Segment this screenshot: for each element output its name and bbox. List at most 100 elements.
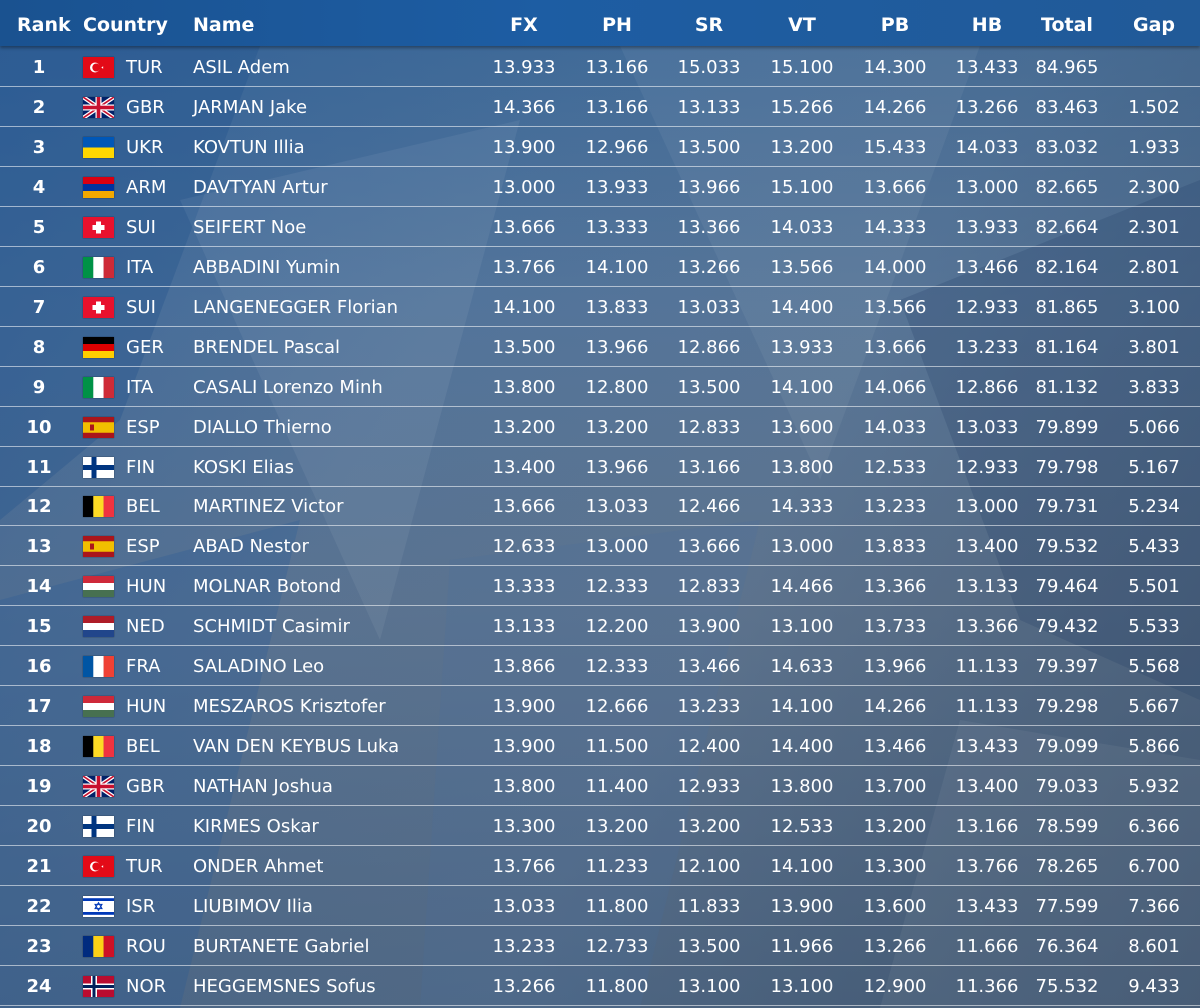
table-row[interactable]: 22 ISR LIUBIMOV Ilia 13.033 11.800 11.833 13.9… [0, 886, 1200, 926]
table-row[interactable]: 2 GBR JARMAN Jake 14.366 13.166 13.133 15.266 1… [0, 87, 1200, 127]
sr-score: 12.833 [677, 416, 741, 438]
vt-score: 14.033 [770, 216, 834, 238]
header-sr[interactable]: SR [694, 14, 724, 36]
ph-score: 12.333 [585, 656, 649, 678]
rank-cell: 20 [26, 816, 52, 838]
fx-score: 13.900 [492, 736, 556, 758]
rank-cell: 11 [26, 456, 52, 478]
country-code: TUR [126, 856, 163, 877]
country-code: SUI [126, 296, 156, 318]
france-flag-icon [83, 656, 114, 678]
country-code: UKR [126, 136, 164, 158]
sr-score: 13.366 [677, 216, 741, 238]
table-row[interactable]: 19 GBR NATHAN Joshua 13.800 11.400 12.933 13.8… [0, 766, 1200, 807]
fx-score: 14.366 [492, 96, 556, 118]
pb-score: 13.233 [863, 496, 927, 518]
country-code: NOR [126, 975, 167, 997]
gap-score: 5.932 [1128, 776, 1180, 798]
athlete-name: KIRMES Oskar [193, 816, 319, 838]
table-row[interactable]: 16 FRA SALADINO Leo 13.866 12.333 13.466 14.63… [0, 646, 1200, 687]
table-row[interactable]: 23 ROU BURTANETE Gabriel 13.233 12.733 13.500… [0, 926, 1200, 966]
total-score: 84.965 [1035, 57, 1099, 78]
sr-score: 12.833 [677, 576, 741, 598]
gap-score: 7.366 [1128, 895, 1180, 917]
header-hb[interactable]: HB [971, 14, 1003, 36]
pb-score: 13.466 [863, 736, 927, 758]
country-code: HUN [126, 576, 167, 598]
total-score: 82.664 [1035, 216, 1099, 238]
header-gap[interactable]: Gap [1132, 14, 1176, 36]
hb-score: 13.766 [955, 856, 1019, 877]
vt-score: 13.566 [770, 256, 834, 278]
country-code: FIN [126, 816, 156, 838]
table-row[interactable]: 3 UKR KOVTUN Illia 13.900 12.966 13.500 13.200… [0, 127, 1200, 167]
table-row[interactable]: 8 GER BRENDEL Pascal 13.500 13.966 12.866 13.9… [0, 327, 1200, 367]
hb-score: 11.133 [955, 656, 1019, 678]
total-score: 77.599 [1035, 895, 1099, 917]
table-row[interactable]: 6 ITA ABBADINI Yumin 13.766 14.100 13.266 13.5… [0, 247, 1200, 287]
athlete-name: LIUBIMOV Ilia [193, 895, 313, 917]
table-row[interactable]: 5 SUI SEIFERT Noe 13.666 13.333 13.366 14.033 1… [0, 207, 1200, 247]
table-row[interactable]: 15 NED SCHMIDT Casimir 13.133 12.200 13.900 13… [0, 606, 1200, 647]
total-score: 79.532 [1035, 536, 1099, 558]
vt-score: 11.966 [770, 935, 834, 957]
vt-score: 15.100 [770, 57, 834, 78]
sr-score: 12.400 [677, 736, 741, 758]
table-row[interactable]: 21 TUR ONDER Ahmet 13.766 11.233 12.100 14.100… [0, 846, 1200, 886]
table-row[interactable]: 14 HUN MOLNAR Botond 13.333 12.333 12.833 14.4… [0, 566, 1200, 607]
table-row[interactable]: 13 ESP ABAD Nestor 12.633 13.000 13.666 13.000… [0, 526, 1200, 567]
rank-cell: 16 [26, 656, 52, 678]
header-name[interactable]: Name [193, 14, 255, 36]
table-row[interactable]: 24 NOR HEGGEMSNES Sofus 13.266 11.800 13.100 1… [0, 966, 1200, 1006]
switzerland-flag-icon [83, 296, 114, 318]
table-row[interactable]: 10 ESP DIALLO Thierno 13.200 13.200 12.833 13.… [0, 407, 1200, 447]
table-row[interactable]: 11 FIN KOSKI Elias 13.400 13.966 13.166 13.800… [0, 447, 1200, 487]
country-code: GBR [126, 96, 165, 118]
ph-score: 13.166 [585, 96, 649, 118]
rank-cell: 1 [32, 57, 46, 78]
pb-score: 13.566 [863, 296, 927, 318]
gap-score: 5.866 [1128, 736, 1180, 758]
table-row[interactable]: 7 SUI LANGENEGGER Florian 14.100 13.833 13.03… [0, 287, 1200, 327]
sr-score: 13.266 [677, 256, 741, 278]
table-row[interactable]: 20 FIN KIRMES Oskar 13.300 13.200 13.200 12.53… [0, 806, 1200, 847]
vt-score: 14.400 [770, 736, 834, 758]
header-ph[interactable]: PH [602, 14, 632, 36]
gap-score: 5.433 [1128, 536, 1180, 558]
country-code: ITA [126, 376, 154, 398]
ph-score: 11.800 [585, 975, 649, 997]
table-row[interactable]: 4 ARM DAVTYAN Artur 13.000 13.933 13.966 15.10… [0, 167, 1200, 207]
header-fx[interactable]: FX [510, 14, 538, 36]
table-row[interactable]: 17 HUN MESZAROS Krisztofer 13.900 12.666 13.2… [0, 686, 1200, 727]
pb-score: 14.000 [863, 256, 927, 278]
rank-cell: 19 [26, 776, 52, 798]
pb-score: 14.066 [863, 376, 927, 398]
sr-score: 13.200 [677, 816, 741, 838]
athlete-name: KOVTUN Illia [193, 136, 305, 158]
table-row[interactable]: 12 BEL MARTINEZ Victor 13.666 13.033 12.466 14… [0, 486, 1200, 527]
hb-score: 13.433 [955, 57, 1019, 78]
athlete-name: SEIFERT Noe [193, 216, 307, 238]
ph-score: 13.933 [585, 176, 649, 198]
athlete-name: MOLNAR Botond [193, 576, 341, 598]
pb-score: 13.266 [863, 935, 927, 957]
header-total[interactable]: Total [1041, 14, 1093, 36]
header-vt[interactable]: VT [788, 14, 816, 36]
gap-score: 9.433 [1128, 975, 1180, 997]
table-row[interactable]: 18 BEL VAN DEN KEYBUS Luka 13.900 11.500 12.4… [0, 726, 1200, 767]
armenia-flag-icon [83, 176, 114, 198]
table-row[interactable]: 1 TUR ASIL Adem 13.933 13.166 15.033 15.100 14.… [0, 47, 1200, 87]
vt-score: 13.800 [770, 456, 834, 478]
hungary-flag-icon [83, 696, 114, 718]
pb-score: 13.200 [863, 816, 927, 838]
athlete-name: BRENDEL Pascal [193, 336, 341, 358]
gap-score: 2.300 [1128, 176, 1180, 198]
athlete-name: ABBADINI Yumin [193, 256, 341, 278]
ph-score: 13.200 [585, 416, 649, 438]
table-row[interactable]: 9 ITA CASALI Lorenzo Minh 13.800 12.800 13.50… [0, 367, 1200, 407]
rank-cell: 23 [26, 935, 52, 957]
header-country[interactable]: Country [83, 14, 168, 36]
header-rank[interactable]: Rank [17, 14, 71, 36]
header-pb[interactable]: PB [880, 14, 910, 36]
pb-score: 14.266 [863, 696, 927, 718]
